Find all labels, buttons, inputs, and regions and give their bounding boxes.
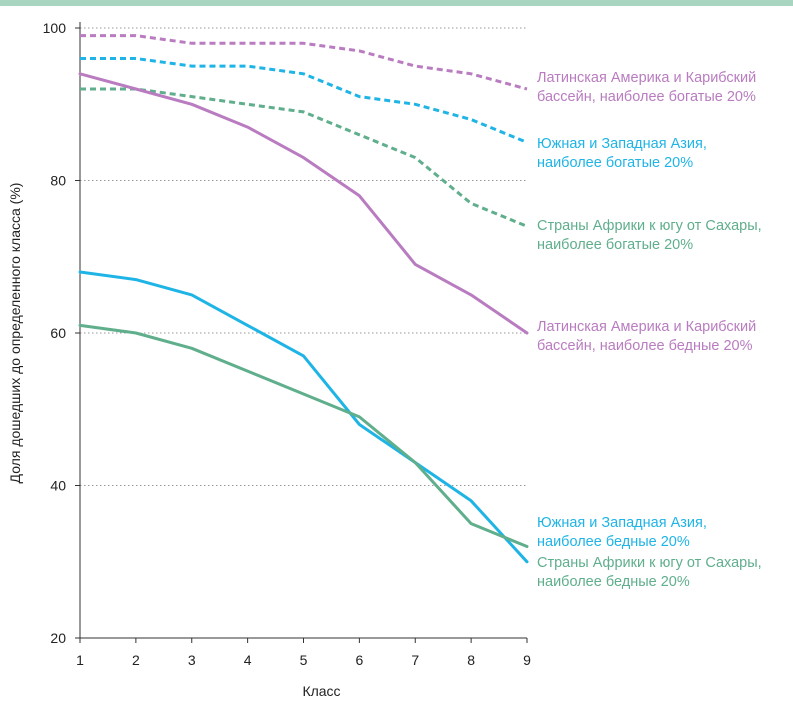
series-label-4: Латинская Америка и Карибский бассейн, на… xyxy=(537,319,756,354)
series-label-6-line-2: наиболее бедные 20% xyxy=(537,574,690,590)
x-axis-title: Класс xyxy=(302,683,340,699)
series-line-1 xyxy=(80,34,528,91)
y-tick-label-40: 40 xyxy=(50,478,66,494)
x-tick-label-5: 5 xyxy=(300,652,308,668)
series-line-6 xyxy=(78,323,529,548)
series-label-5-line-2: наиболее бедные 20% xyxy=(537,534,690,550)
series-label-2-line-1: Южная и Западная Азия, xyxy=(537,136,707,152)
x-tick-label-7: 7 xyxy=(411,652,419,668)
x-tick-label-9: 9 xyxy=(523,652,531,668)
series-label-4-line-2: бассейн, наиболее бедные 20% xyxy=(537,338,753,354)
x-tick-label-1: 1 xyxy=(76,652,84,668)
series-label-6-line-1: Страны Африки к югу от Сахары, xyxy=(537,555,762,571)
x-tick-label-6: 6 xyxy=(355,652,363,668)
series-label-3: Страны Африки к югу от Сахары, наиболее б… xyxy=(537,218,762,253)
y-axis-title: Доля дошедших до определенного класса (%… xyxy=(7,183,23,484)
series-line-2 xyxy=(80,57,528,144)
series-line-3 xyxy=(80,87,528,228)
y-tick-label-100: 100 xyxy=(43,20,67,36)
gridlines xyxy=(80,27,527,486)
series-label-2: Южная и Западная Азия, наиболее богатые 2… xyxy=(537,136,707,171)
series-label-5-line-1: Южная и Западная Азия, xyxy=(537,515,707,531)
series-line-5 xyxy=(78,270,529,564)
series-label-1: Латинская Америка и Карибский бассейн, на… xyxy=(537,70,756,105)
axes: 20 40 60 80 100 1 2 3 4 5 6 7 8 9 xyxy=(43,20,531,668)
series-label-6: Страны Африки к югу от Сахары, наиболее б… xyxy=(537,555,762,590)
series-lines xyxy=(78,34,529,564)
y-tick-label-20: 20 xyxy=(50,630,66,646)
series-label-2-line-2: наиболее богатые 20% xyxy=(537,155,693,171)
x-tick-label-2: 2 xyxy=(132,652,140,668)
series-label-5: Южная и Западная Азия, наиболее бедные 20… xyxy=(537,515,707,550)
series-line-4 xyxy=(78,72,529,335)
series-label-4-line-1: Латинская Америка и Карибский xyxy=(537,319,756,335)
x-tick-label-3: 3 xyxy=(188,652,196,668)
y-tick-label-60: 60 xyxy=(50,325,66,341)
x-tick-label-4: 4 xyxy=(244,652,252,668)
series-label-1-line-1: Латинская Америка и Карибский xyxy=(537,70,756,86)
series-label-3-line-2: наиболее богатые 20% xyxy=(537,237,693,253)
series-label-3-line-1: Страны Африки к югу от Сахары, xyxy=(537,218,762,234)
series-label-1-line-2: бассейн, наиболее богатые 20% xyxy=(537,89,756,105)
x-tick-label-8: 8 xyxy=(467,652,475,668)
top-accent-bar xyxy=(0,0,793,6)
series-labels: Латинская Америка и Карибский бассейн, на… xyxy=(537,70,762,590)
y-tick-label-80: 80 xyxy=(50,173,66,189)
